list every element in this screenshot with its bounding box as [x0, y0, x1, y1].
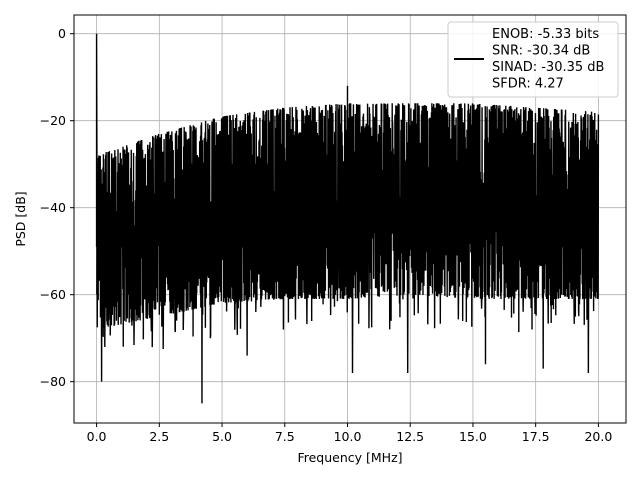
legend-sinad-text: SINAD: -30.35 dB — [492, 60, 604, 75]
x-tick-label: 5.0 — [212, 429, 232, 444]
y-axis-label: PSD [dB] — [13, 191, 28, 246]
signal-trace-group — [95, 33, 600, 404]
legend-enob-text: ENOB: -5.33 bits — [492, 27, 599, 42]
x-tick-label: 0.0 — [87, 429, 107, 444]
x-tick-label: 17.5 — [522, 429, 550, 444]
x-tick-label: 20.0 — [584, 429, 612, 444]
x-tick-label: 10.0 — [334, 429, 362, 444]
legend-box — [447, 21, 619, 98]
y-tick-label: −60 — [40, 287, 66, 302]
plot-frame — [73, 14, 627, 424]
y-tick-label: −40 — [40, 200, 66, 215]
legend: ENOB: -5.33 bits SNR: -30.34 dB SINAD: -… — [447, 21, 619, 98]
x-axis-label: Frequency [MHz] — [297, 450, 402, 465]
y-tick-label: 0 — [58, 26, 66, 41]
y-tick-label: −20 — [40, 113, 66, 128]
legend-sfdr-text: SFDR: 4.27 — [492, 77, 564, 92]
x-tick-label: 7.5 — [275, 429, 295, 444]
x-axis-ticks: 0.0 2.5 5.0 7.5 10.0 12.5 15.0 17.5 20.0 — [87, 423, 612, 444]
legend-snr-text: SNR: -30.34 dB — [492, 44, 590, 59]
y-axis-ticks: 0 −20 −40 −60 −80 — [40, 26, 74, 389]
x-tick-label: 15.0 — [459, 429, 487, 444]
x-tick-label: 12.5 — [396, 429, 424, 444]
x-tick-label: 2.5 — [149, 429, 169, 444]
psd-series-line — [95, 33, 600, 404]
y-tick-label: −80 — [40, 374, 66, 389]
